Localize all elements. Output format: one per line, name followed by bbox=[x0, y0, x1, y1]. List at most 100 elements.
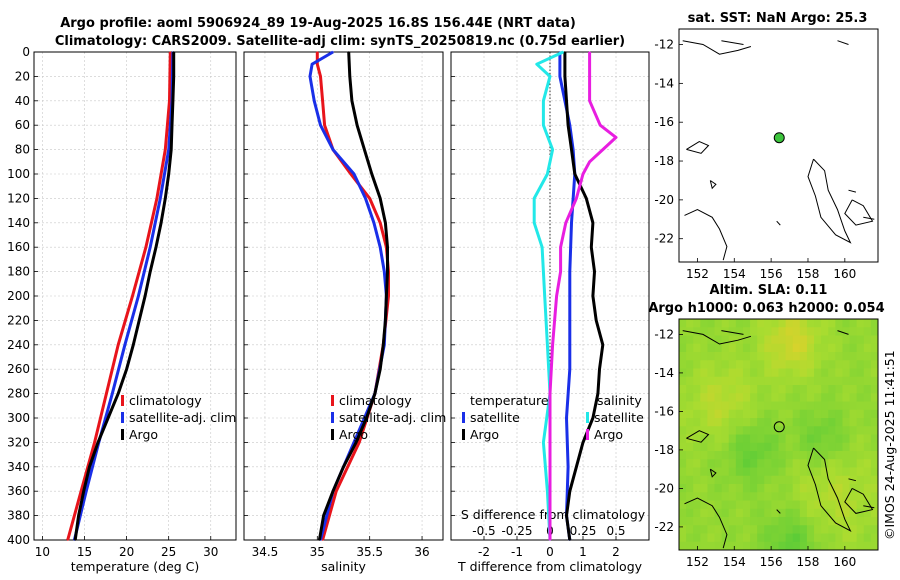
sla-cell bbox=[714, 434, 723, 444]
sla-cell bbox=[764, 385, 772, 394]
sla-cell bbox=[679, 492, 687, 502]
sla-cell bbox=[757, 525, 765, 535]
sla-cell bbox=[842, 335, 851, 345]
sla-cell bbox=[778, 434, 787, 444]
sla-cell bbox=[771, 319, 780, 328]
sla-cell bbox=[700, 517, 709, 526]
sla-cell bbox=[764, 327, 772, 337]
sla-cell bbox=[870, 442, 878, 452]
sla-cell bbox=[806, 376, 815, 386]
sla-cell bbox=[714, 475, 723, 485]
sla-cell bbox=[735, 426, 744, 436]
sla-cell bbox=[856, 508, 865, 518]
y-tick-label: 340 bbox=[7, 460, 30, 474]
sla-cell bbox=[778, 500, 787, 510]
sla-cell bbox=[721, 360, 730, 370]
sla-cell bbox=[750, 360, 758, 370]
legend-swatch bbox=[462, 429, 465, 440]
sla-cell bbox=[750, 525, 758, 535]
sla-cell bbox=[835, 434, 844, 444]
sla-cell bbox=[842, 508, 851, 518]
sla-cell bbox=[757, 467, 765, 477]
figure-title-line2: Climatology: CARS2009. Satellite-adj cli… bbox=[55, 34, 625, 49]
y-tick-label: 360 bbox=[7, 484, 30, 498]
sla-cell bbox=[714, 459, 723, 469]
sla-cell bbox=[806, 541, 815, 550]
x-tick-label: 0 bbox=[546, 545, 554, 559]
sla-cell bbox=[714, 385, 723, 394]
map-subtitle: Argo h1000: 0.063 h2000: 0.054 bbox=[648, 301, 884, 316]
data-point bbox=[387, 295, 390, 297]
sla-cell bbox=[679, 517, 687, 526]
sla-cell bbox=[842, 418, 851, 427]
sla-cell bbox=[856, 517, 865, 526]
sla-cell bbox=[856, 541, 865, 550]
sla-cell bbox=[679, 360, 687, 370]
sla-cell bbox=[750, 343, 758, 353]
sla-cell bbox=[814, 343, 822, 353]
sla-cell bbox=[778, 319, 787, 328]
sla-cell bbox=[792, 442, 801, 452]
data-point bbox=[564, 51, 566, 53]
sla-cell bbox=[757, 409, 765, 419]
sla-cell bbox=[814, 401, 822, 411]
legend-label: climatology bbox=[129, 393, 202, 408]
sla-cell bbox=[735, 434, 744, 444]
sla-cell bbox=[771, 467, 780, 477]
sla-cell bbox=[679, 343, 687, 353]
y-tick-label: 40 bbox=[15, 94, 30, 108]
sla-cell bbox=[700, 360, 709, 370]
sla-cell bbox=[842, 327, 851, 337]
sla-cell bbox=[863, 508, 872, 518]
data-point bbox=[570, 222, 573, 224]
data-point bbox=[316, 51, 319, 53]
y-tick-label: 100 bbox=[7, 167, 30, 181]
data-point bbox=[565, 417, 568, 419]
sla-cell bbox=[771, 475, 780, 485]
sla-cell bbox=[757, 393, 765, 403]
sla-cell bbox=[771, 368, 780, 378]
sla-cell bbox=[693, 319, 701, 328]
sla-cell bbox=[764, 368, 772, 378]
sla-cell bbox=[679, 533, 687, 543]
sla-cell bbox=[721, 343, 730, 353]
sla-cell bbox=[693, 517, 701, 526]
data-point bbox=[316, 63, 319, 65]
sla-cell bbox=[735, 459, 744, 469]
sla-cell bbox=[835, 343, 844, 353]
sla-cell bbox=[742, 376, 751, 386]
sla-cell bbox=[828, 418, 836, 427]
sla-cell bbox=[750, 467, 758, 477]
sla-cell bbox=[707, 393, 716, 403]
data-point bbox=[573, 173, 576, 175]
sla-cell bbox=[814, 409, 822, 419]
sla-cell bbox=[828, 541, 836, 550]
sla-cell bbox=[700, 335, 709, 345]
sla-cell bbox=[735, 451, 744, 460]
data-point bbox=[355, 441, 357, 444]
sla-cell bbox=[792, 541, 801, 550]
sla-cell bbox=[757, 533, 765, 543]
sla-cell bbox=[849, 434, 858, 444]
sla-cell bbox=[814, 434, 822, 444]
sla-cell bbox=[806, 319, 815, 328]
sla-cell bbox=[778, 401, 787, 411]
sla-cell bbox=[757, 335, 765, 345]
sla-cell bbox=[870, 517, 878, 526]
sla-cell bbox=[799, 541, 808, 550]
sla-cell bbox=[814, 327, 822, 337]
sla-cell bbox=[757, 434, 765, 444]
sla-cell bbox=[714, 500, 723, 510]
y-tick-label: 220 bbox=[7, 313, 30, 327]
sla-cell bbox=[778, 508, 787, 518]
data-point bbox=[384, 222, 387, 224]
sla-cell bbox=[750, 459, 758, 469]
sla-cell bbox=[792, 360, 801, 370]
sla-cell bbox=[856, 327, 865, 337]
sla-cell bbox=[735, 352, 744, 361]
sla-cell bbox=[735, 393, 744, 403]
sla-cell bbox=[728, 434, 737, 444]
sla-cell bbox=[742, 517, 751, 526]
sla-cell bbox=[679, 393, 687, 403]
sla-cell bbox=[835, 492, 844, 502]
